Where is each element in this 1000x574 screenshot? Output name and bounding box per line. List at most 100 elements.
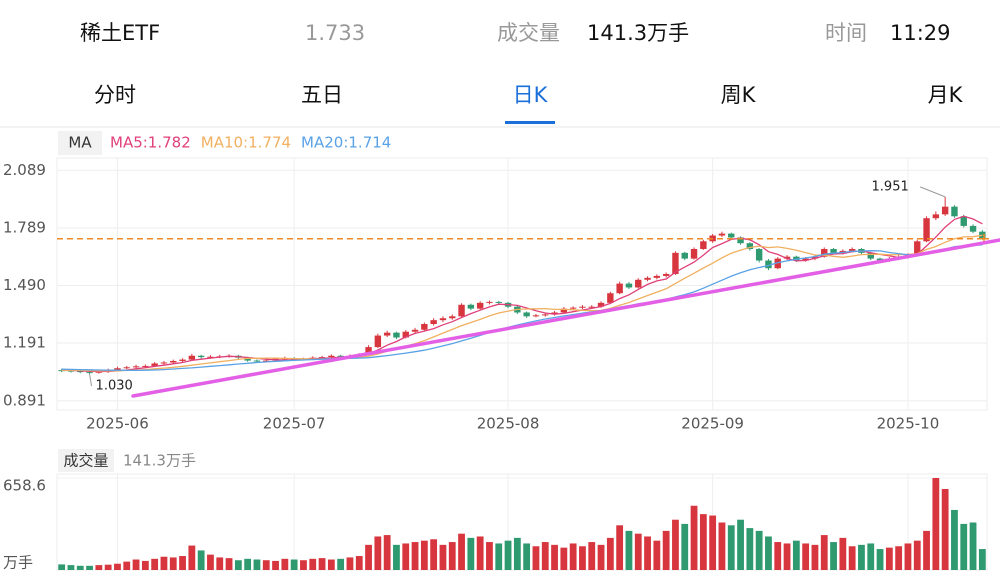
- candle-body: [690, 248, 698, 259]
- candle-body: [569, 307, 577, 309]
- legend-item: MA5:1.782: [110, 134, 191, 152]
- candle-body: [486, 301, 493, 303]
- candle-body: [876, 258, 884, 261]
- y-tick-label: 2.089: [3, 161, 46, 179]
- x-tick-label: 2025-08: [477, 415, 540, 433]
- candle-body: [365, 347, 372, 355]
- annotation: 1.030: [96, 379, 133, 394]
- candle-body: [95, 371, 103, 373]
- tab-underline: [505, 121, 555, 124]
- legend-title: MA: [68, 134, 92, 152]
- candle-body: [728, 233, 735, 238]
- volume-bar: [969, 522, 977, 570]
- volume-bar: [523, 543, 531, 570]
- candle-body: [188, 355, 196, 360]
- volume-bar: [141, 560, 149, 570]
- trend-line: [131, 238, 1000, 398]
- volume-bar: [960, 523, 968, 570]
- candle-body: [560, 308, 568, 313]
- volume-bar: [532, 546, 540, 570]
- volume-bar: [606, 537, 614, 570]
- candle-body: [597, 302, 605, 307]
- volume-bar: [765, 536, 772, 570]
- candle-body: [672, 252, 679, 274]
- volume-bar: [225, 558, 233, 570]
- candle-body: [77, 371, 84, 373]
- candle-body: [207, 356, 214, 358]
- volume-bar: [58, 564, 66, 570]
- candle-body: [430, 320, 437, 325]
- candle-body: [244, 357, 251, 361]
- volume-subtitle: 141.3万手: [123, 452, 196, 470]
- volume-bar: [941, 488, 949, 570]
- volume-bar: [402, 543, 410, 570]
- candle-body: [179, 359, 186, 361]
- tab[interactable]: 分时: [94, 83, 136, 107]
- candle-body: [337, 355, 344, 357]
- volume-bar: [625, 530, 633, 570]
- volume-bar: [681, 523, 689, 570]
- volume-bar: [197, 550, 205, 570]
- volume-bar: [727, 525, 735, 570]
- tab[interactable]: 周K: [721, 83, 757, 107]
- volume-bar: [123, 561, 131, 570]
- candle-body: [467, 304, 475, 309]
- candle-body: [495, 301, 502, 303]
- volume-bar: [290, 559, 298, 570]
- tab[interactable]: 日K: [513, 83, 549, 107]
- volume-bar: [653, 540, 661, 570]
- volume-bar: [690, 505, 698, 570]
- volume-bar: [718, 522, 726, 570]
- volume: 141.3万手: [587, 21, 689, 45]
- volume-unit: 万手: [3, 554, 33, 572]
- volume-bar: [616, 525, 624, 570]
- candle-body: [960, 216, 967, 226]
- candle-body: [681, 252, 688, 259]
- volume-bar: [495, 543, 503, 570]
- volume-bar: [160, 556, 168, 570]
- candle-body: [625, 283, 633, 288]
- candle-body: [383, 332, 391, 336]
- volume-bar: [951, 509, 958, 570]
- candle-body: [411, 329, 419, 332]
- volume-bar: [551, 544, 558, 570]
- candle-body: [783, 256, 791, 259]
- volume-bar: [300, 560, 307, 570]
- candle-body: [439, 318, 447, 321]
- annotation-leader: [919, 186, 946, 198]
- x-tick-label: 2025-09: [681, 415, 744, 433]
- volume-bar: [458, 533, 465, 570]
- y-tick-label: 0.891: [3, 391, 46, 409]
- candle-body: [765, 260, 772, 269]
- candle-body: [653, 275, 661, 278]
- candle-body: [197, 355, 205, 358]
- volume-bar: [504, 540, 512, 570]
- time-label: 时间: [825, 21, 867, 45]
- tab[interactable]: 五日: [301, 83, 343, 107]
- volume-bar: [709, 515, 717, 570]
- volume-bar: [365, 544, 372, 570]
- candle-body: [588, 306, 595, 308]
- volume-bar: [486, 542, 493, 570]
- volume-bar: [374, 536, 382, 570]
- volume-bar: [569, 543, 577, 570]
- volume-bar: [560, 547, 568, 570]
- legend-item: MA10:1.774: [201, 134, 291, 152]
- volume-bar: [188, 545, 196, 570]
- time: 11:29: [890, 21, 951, 45]
- volume-bar: [476, 536, 484, 570]
- volume-bar: [932, 478, 940, 570]
- annotation: 1.951: [872, 179, 909, 194]
- candle-body: [123, 367, 130, 369]
- volume-bar: [132, 559, 140, 570]
- ma-line: [61, 234, 983, 372]
- candle-body: [86, 372, 93, 374]
- ma-line: [61, 215, 983, 373]
- candle-body: [746, 243, 754, 249]
- price-chart: 0.891 1.191 1.490 1.789 2.089 2025-06 2025-07 2…: [3, 158, 989, 433]
- candle-body: [542, 314, 549, 316]
- legend: MA5:1.782 MA10:1.774 MA20:1.714: [110, 134, 391, 152]
- volume-title: 成交量: [63, 452, 108, 470]
- volume-bar: [114, 563, 121, 570]
- tab[interactable]: 月K: [928, 83, 964, 107]
